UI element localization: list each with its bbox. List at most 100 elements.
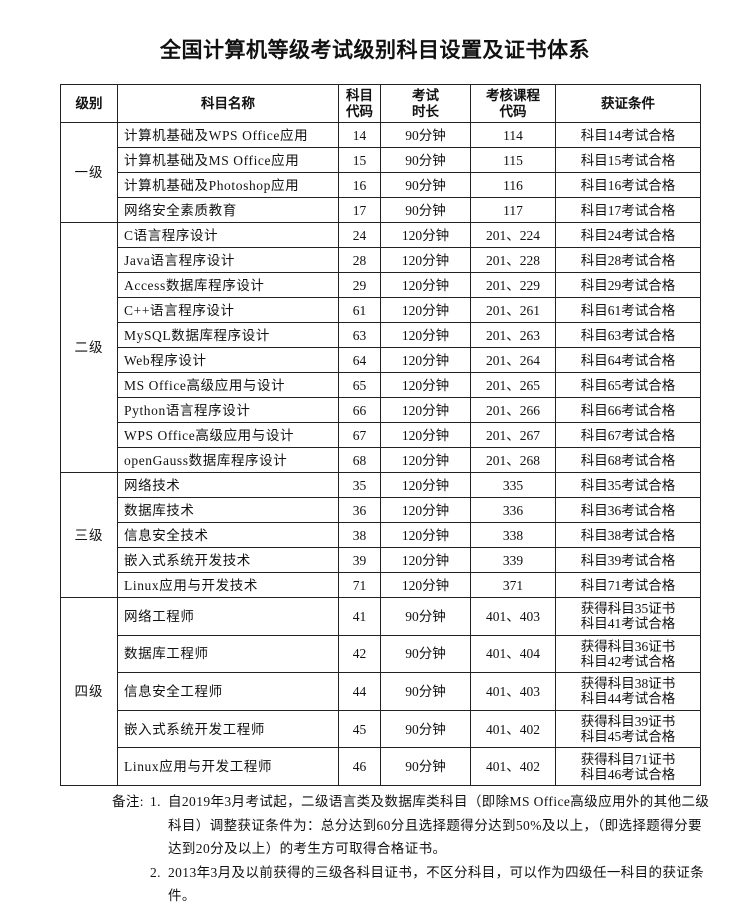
- subject-name: Access数据库程序设计: [117, 272, 339, 298]
- subject-name: WPS Office高级应用与设计: [117, 422, 339, 448]
- exam-duration: 120分钟: [380, 472, 471, 498]
- certificate-condition: 科目15考试合格: [555, 147, 701, 173]
- subject-name: Linux应用与开发工程师: [117, 747, 339, 786]
- note-text: 自2019年3月考试起，二级语言类及数据库类科目（即除MS Office高级应用…: [168, 794, 710, 856]
- exam-duration: 120分钟: [380, 447, 471, 473]
- subject-code: 66: [338, 397, 381, 423]
- subject-code: 61: [338, 297, 381, 323]
- table-row: 嵌入式系统开发技术 39 120分钟 339 科目39考试合格: [61, 547, 701, 573]
- subject-code: 44: [338, 672, 381, 711]
- certificate-condition: 科目38考试合格: [555, 522, 701, 548]
- subject-name: 信息安全技术: [117, 522, 339, 548]
- subject-code: 64: [338, 347, 381, 373]
- subject-name: C语言程序设计: [117, 222, 339, 248]
- certificate-condition: 获得科目39证书 科目45考试合格: [555, 709, 701, 749]
- table-row: 数据库工程师 42 90分钟 401、404 获得科目36证书 科目42考试合格: [61, 634, 701, 674]
- subject-name: 网络安全素质教育: [117, 197, 339, 223]
- subject-name: 网络工程师: [117, 597, 339, 636]
- subject-name: 数据库工程师: [117, 634, 339, 674]
- header-level: 级别: [60, 84, 118, 123]
- table-row: Java语言程序设计 28 120分钟 201、228 科目28考试合格: [61, 247, 701, 273]
- exam-duration: 120分钟: [380, 222, 471, 248]
- subject-name: 计算机基础及WPS Office应用: [117, 122, 339, 148]
- subject-code: 17: [338, 197, 381, 223]
- exam-subject-table: 级别 科目名称 科目 代码 考试 时长 考核课程 代码 获证条件 一级 计算机基础及WPS Off…: [60, 84, 701, 786]
- certificate-condition: 科目28考试合格: [555, 247, 701, 273]
- exam-duration: 120分钟: [380, 372, 471, 398]
- subject-code: 68: [338, 447, 381, 473]
- header-course-code: 考核课程 代码: [470, 84, 556, 123]
- subject-code: 71: [338, 572, 381, 598]
- certificate-condition: 科目61考试合格: [555, 297, 701, 323]
- page-title: 全国计算机等级考试级别科目设置及证书体系: [160, 38, 590, 62]
- certificate-condition: 获得科目35证书 科目41考试合格: [555, 597, 701, 636]
- subject-code: 38: [338, 522, 381, 548]
- subject-code: 29: [338, 272, 381, 298]
- certificate-condition: 科目17考试合格: [555, 197, 701, 223]
- subject-name: Python语言程序设计: [117, 397, 339, 423]
- exam-duration: 90分钟: [380, 634, 471, 674]
- certificate-condition: 获得科目71证书 科目46考试合格: [555, 747, 701, 786]
- subject-code: 46: [338, 747, 381, 786]
- course-code: 401、402: [470, 747, 556, 786]
- subject-code: 65: [338, 372, 381, 398]
- certificate-condition: 科目65考试合格: [555, 372, 701, 398]
- subject-code: 16: [338, 172, 381, 198]
- header-subject-name: 科目名称: [117, 84, 339, 123]
- course-code: 115: [470, 147, 556, 173]
- subject-name: 计算机基础及Photoshop应用: [117, 172, 339, 198]
- certificate-condition: 获得科目36证书 科目42考试合格: [555, 634, 701, 674]
- notes-label: 备注:: [112, 794, 144, 809]
- exam-duration: 120分钟: [380, 322, 471, 348]
- subject-code: 14: [338, 122, 381, 148]
- exam-duration: 120分钟: [380, 272, 471, 298]
- table-row: Linux应用与开发工程师 46 90分钟 401、402 获得科目71证书 科目46考试…: [61, 747, 701, 786]
- exam-duration: 90分钟: [380, 709, 471, 749]
- certificate-condition: 获得科目38证书 科目44考试合格: [555, 672, 701, 711]
- exam-duration: 90分钟: [380, 147, 471, 173]
- course-code: 401、402: [470, 709, 556, 749]
- subject-name: 数据库技术: [117, 497, 339, 523]
- exam-duration: 120分钟: [380, 497, 471, 523]
- subject-code: 35: [338, 472, 381, 498]
- table-row: 信息安全工程师 44 90分钟 401、403 获得科目38证书 科目44考试合格: [61, 672, 701, 711]
- exam-duration: 120分钟: [380, 572, 471, 598]
- table-body: 一级 计算机基础及WPS Office应用 14 90分钟 114 科目14考试合格 计算机…: [60, 122, 701, 786]
- course-code: 401、403: [470, 597, 556, 636]
- subject-name: Linux应用与开发技术: [117, 572, 339, 598]
- table-row: WPS Office高级应用与设计 67 120分钟 201、267 科目67考试合格: [61, 422, 701, 448]
- certificate-condition: 科目35考试合格: [555, 472, 701, 498]
- subject-name: openGauss数据库程序设计: [117, 447, 339, 473]
- level-cell: 二级: [60, 222, 118, 473]
- certificate-condition: 科目71考试合格: [555, 572, 701, 598]
- subject-name: MS Office高级应用与设计: [117, 372, 339, 398]
- subject-code: 67: [338, 422, 381, 448]
- table-row: 计算机基础及Photoshop应用 16 90分钟 116 科目16考试合格: [61, 172, 701, 198]
- certificate-condition: 科目68考试合格: [555, 447, 701, 473]
- table-row: Web程序设计 64 120分钟 201、264 科目64考试合格: [61, 347, 701, 373]
- certificate-condition: 科目39考试合格: [555, 547, 701, 573]
- subject-name: 计算机基础及MS Office应用: [117, 147, 339, 173]
- note-item-2: 2. 2013年3月及以前获得的三级各科目证书，不区分科目，可以作为四级任一科目…: [112, 861, 712, 908]
- course-code: 401、404: [470, 634, 556, 674]
- subject-code: 28: [338, 247, 381, 273]
- level-cell: 一级: [60, 122, 118, 223]
- exam-duration: 120分钟: [380, 347, 471, 373]
- note-item-1: 备注: 1. 自2019年3月考试起，二级语言类及数据库类科目（即除MS Off…: [112, 790, 712, 861]
- table-row: Linux应用与开发技术 71 120分钟 371 科目71考试合格: [61, 572, 701, 598]
- certificate-condition: 科目14考试合格: [555, 122, 701, 148]
- subject-name: 网络技术: [117, 472, 339, 498]
- course-code: 201、229: [470, 272, 556, 298]
- certificate-condition: 科目66考试合格: [555, 397, 701, 423]
- header-duration: 考试 时长: [380, 84, 471, 123]
- course-code: 335: [470, 472, 556, 498]
- course-code: 201、263: [470, 322, 556, 348]
- table-row: 数据库技术 36 120分钟 336 科目36考试合格: [61, 497, 701, 523]
- note-number: 1.: [150, 794, 161, 809]
- exam-duration: 90分钟: [380, 672, 471, 711]
- course-code: 201、228: [470, 247, 556, 273]
- table-row: Access数据库程序设计 29 120分钟 201、229 科目29考试合格: [61, 272, 701, 298]
- certificate-condition: 科目64考试合格: [555, 347, 701, 373]
- note-text: 2013年3月及以前获得的三级各科目证书，不区分科目，可以作为四级任一科目的获证…: [168, 864, 705, 904]
- certificate-condition: 科目36考试合格: [555, 497, 701, 523]
